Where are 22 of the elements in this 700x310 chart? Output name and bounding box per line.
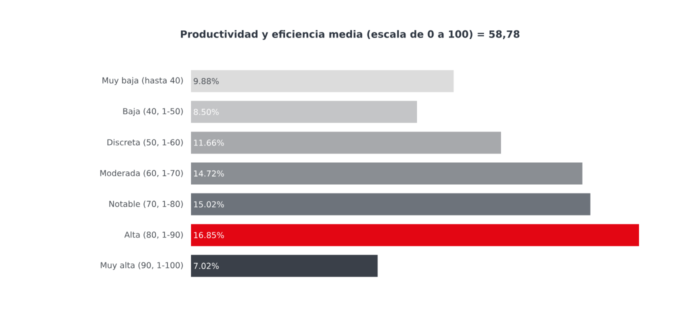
chart-title: Productividad y eficiencia media (escala de 0 a 100) = 58,78 bbox=[180, 30, 520, 40]
y-tick-label: Moderada (60, 1-70) bbox=[100, 170, 183, 178]
bar bbox=[191, 193, 590, 216]
bar bbox=[191, 132, 502, 154]
bar bbox=[191, 224, 640, 246]
data-label: 15.02% bbox=[194, 201, 224, 208]
data-label: 11.66% bbox=[194, 140, 224, 146]
y-tick-label: Discreta (50, 1-60) bbox=[107, 139, 183, 146]
y-tick-label: Baja (40, 1-50) bbox=[123, 108, 183, 116]
bar bbox=[191, 162, 582, 184]
y-tick-label: Muy alta (90, 1-100) bbox=[100, 262, 183, 270]
bar bbox=[191, 254, 378, 277]
y-tick-label: Alta (80, 1-90) bbox=[124, 231, 183, 239]
y-tick-label: Notable (70, 1-80) bbox=[109, 200, 183, 208]
y-tick-label: Muy baja (hasta 40) bbox=[102, 77, 183, 86]
data-label: 8.50% bbox=[194, 108, 219, 115]
data-label: 9.88% bbox=[194, 78, 219, 84]
data-label: 14.72% bbox=[194, 170, 224, 177]
bar bbox=[191, 70, 454, 92]
data-label: 7.02% bbox=[194, 262, 219, 269]
bar bbox=[191, 100, 417, 123]
data-label: 16.85% bbox=[194, 232, 224, 238]
